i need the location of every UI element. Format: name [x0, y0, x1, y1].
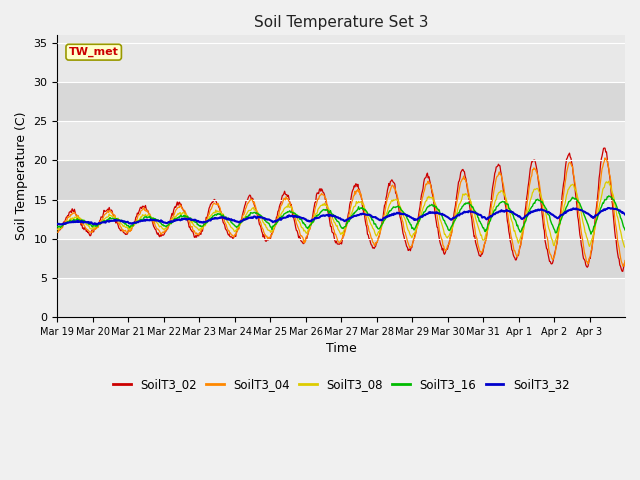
Bar — [58, 121, 625, 160]
Legend: SoilT3_02, SoilT3_04, SoilT3_08, SoilT3_16, SoilT3_32: SoilT3_02, SoilT3_04, SoilT3_08, SoilT3_… — [108, 373, 574, 396]
Bar — [58, 160, 625, 200]
X-axis label: Time: Time — [326, 342, 356, 355]
Title: Soil Temperature Set 3: Soil Temperature Set 3 — [254, 15, 428, 30]
Bar — [58, 43, 625, 82]
Y-axis label: Soil Temperature (C): Soil Temperature (C) — [15, 112, 28, 240]
Bar — [58, 200, 625, 239]
Text: TW_met: TW_met — [68, 47, 118, 57]
Bar — [58, 82, 625, 121]
Bar — [58, 278, 625, 317]
Bar — [58, 239, 625, 278]
